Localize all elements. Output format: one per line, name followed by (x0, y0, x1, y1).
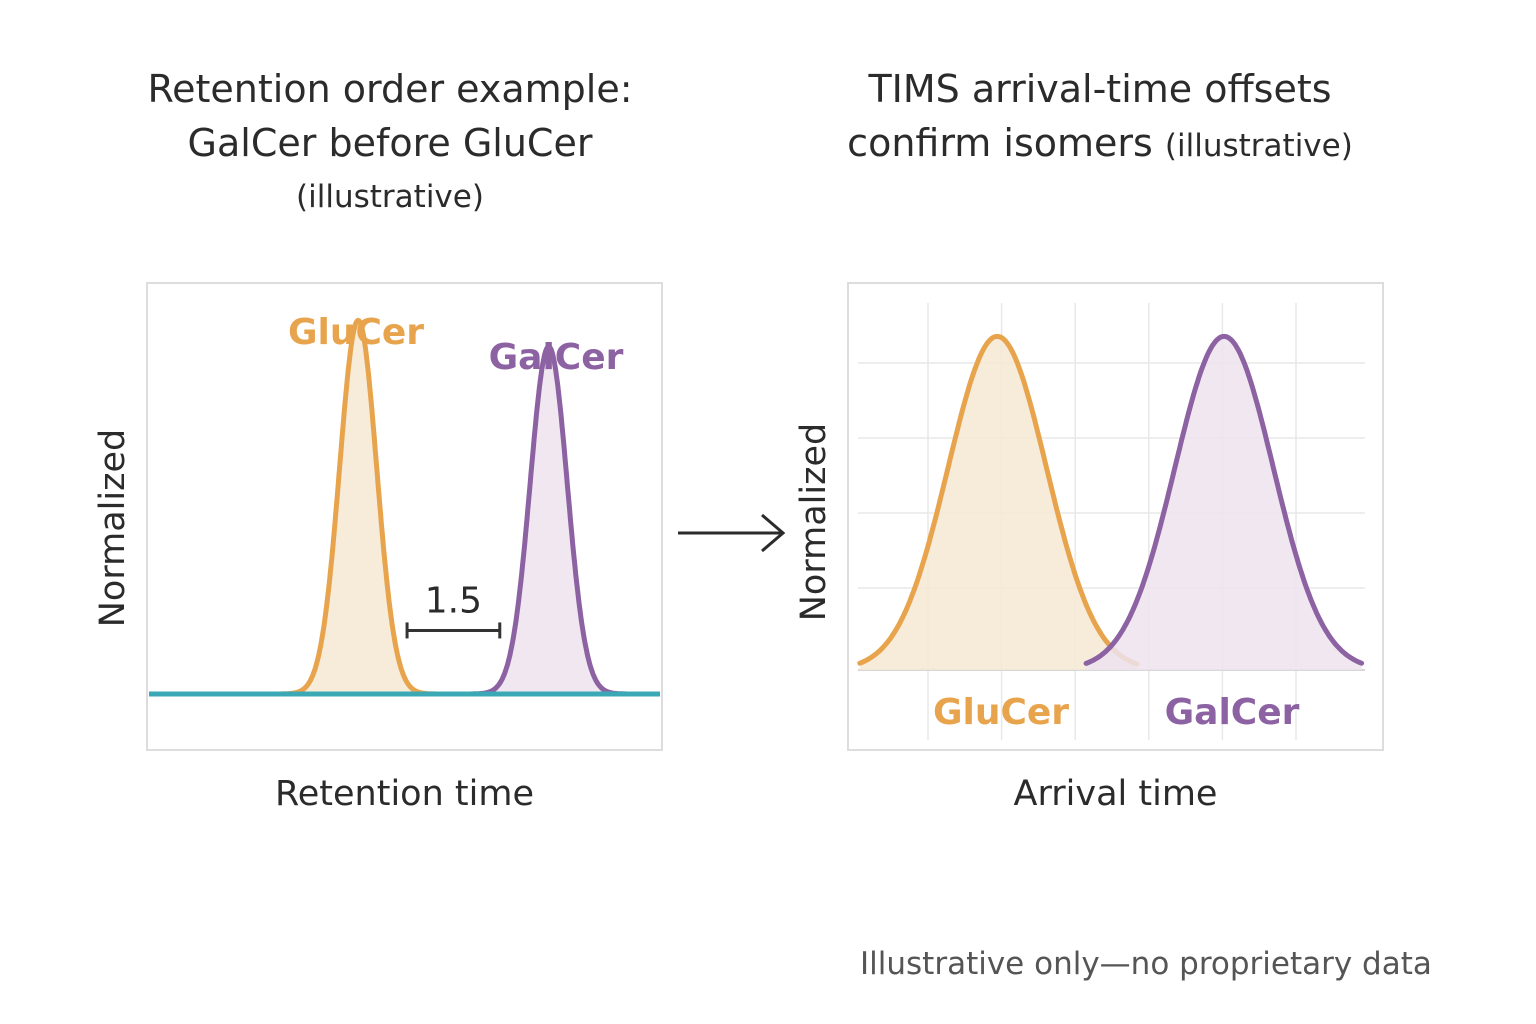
right-title-line2: confirm isomers (847, 121, 1153, 165)
left-title-line1: Retention order example: (147, 67, 633, 111)
right-arrow-icon (678, 513, 786, 553)
footnote: Illustrative only—no proprietary data (860, 946, 1432, 982)
peak-fill-galcer (1086, 336, 1362, 670)
series-label-galcer: GalCer (1165, 692, 1300, 733)
y-axis-label: Normalized (93, 429, 133, 627)
left-chart: GluCer GalCer 1.5 Retention time Normalized (93, 282, 663, 814)
right-title-line1: TIMS arrival-time offsets (868, 67, 1332, 111)
series-label-glucer: GluCer (933, 692, 1069, 733)
peak-fill-glucer (859, 336, 1137, 670)
y-axis-label: Normalized (794, 423, 834, 621)
peak-fill-galcer (471, 346, 626, 694)
left-chart-title: Retention order example: GalCer before G… (90, 62, 690, 224)
x-axis-label: Arrival time (1014, 774, 1218, 814)
separation-label: 1.5 (425, 580, 482, 621)
series-label-glucer: GluCer (288, 312, 424, 353)
peak-line-glucer (857, 333, 1140, 667)
right-chart: GluCer GalCer Arrival time Normalized (794, 282, 1384, 814)
peak-fill-glucer (280, 320, 436, 694)
peak-line-galcer (1083, 333, 1365, 666)
peak-line-galcer (468, 343, 629, 697)
right-subtitle: (illustrative) (1164, 128, 1353, 164)
left-subtitle: (illustrative) (296, 179, 484, 215)
peak-line-glucer (278, 317, 438, 697)
left-title-line2: GalCer before GluCer (187, 121, 593, 165)
series-label-galcer: GalCer (489, 337, 624, 378)
right-chart-title: TIMS arrival-time offsets confirm isomer… (790, 62, 1410, 173)
x-axis-label: Retention time (275, 774, 534, 814)
